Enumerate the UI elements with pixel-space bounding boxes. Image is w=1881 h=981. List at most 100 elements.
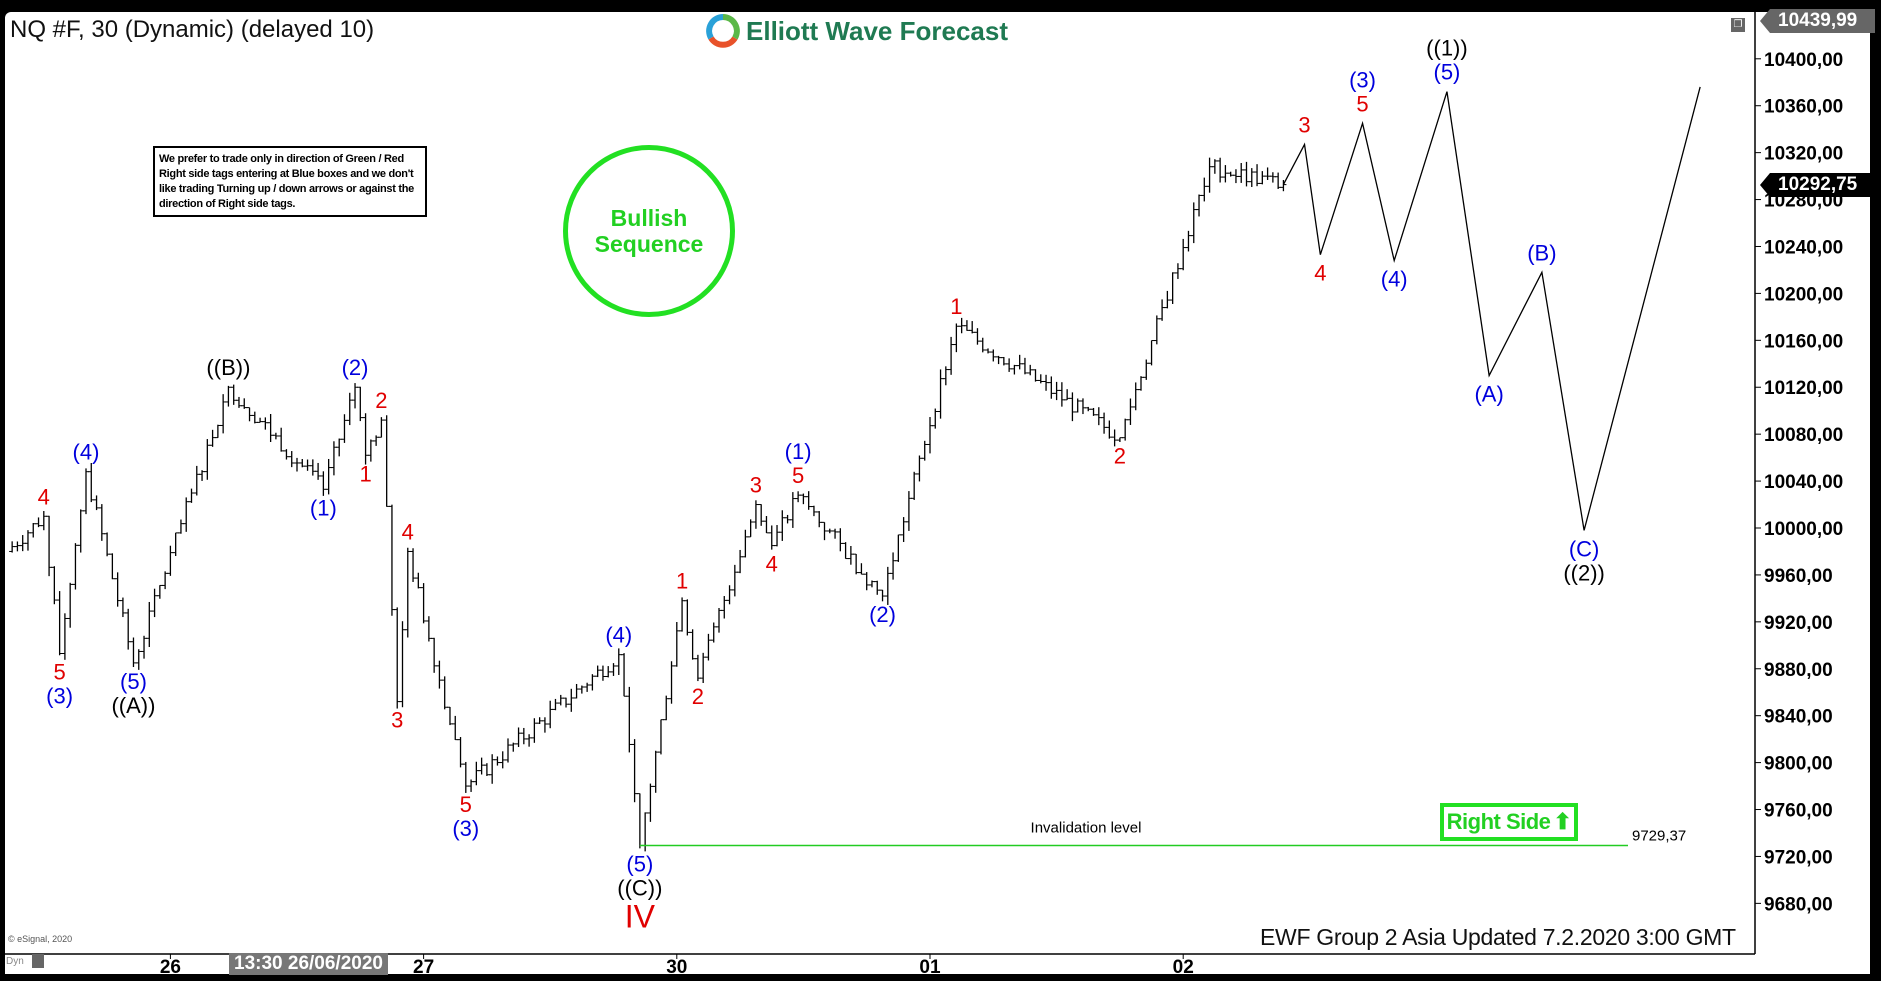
y-tick-label: 10240,00 [1764, 237, 1843, 258]
wave-label: 2 [375, 388, 387, 413]
wave-label: (1) [785, 439, 812, 464]
price-bar [536, 717, 543, 724]
y-tick-label: 9960,00 [1764, 566, 1833, 587]
restore-window-icon[interactable]: ❐ [1731, 18, 1745, 32]
price-bar [589, 674, 596, 691]
price-bar [436, 660, 443, 689]
wave-label: (4) [73, 440, 100, 465]
price-bar [156, 584, 163, 599]
price-bar [367, 439, 374, 462]
logo: Elliott Wave Forecast [706, 14, 1008, 48]
price-bar [636, 793, 643, 849]
wave-label: 2 [1114, 444, 1126, 469]
price-bar [1275, 172, 1282, 189]
price-bar [462, 761, 469, 793]
price-bar [515, 727, 522, 748]
price-bar [927, 417, 933, 454]
price-bar [135, 649, 142, 670]
price-bar [874, 580, 881, 595]
price-bar [847, 546, 854, 565]
price-bar [826, 528, 833, 534]
price-bar [689, 629, 696, 660]
price-bar [552, 698, 559, 711]
price-bar [742, 529, 749, 558]
price-bar [61, 613, 68, 660]
logo-text: Elliott Wave Forecast [746, 15, 1008, 46]
price-bar [1185, 230, 1192, 252]
price-bar [30, 523, 37, 538]
price-bar [605, 666, 612, 678]
wave-label: (3) [46, 684, 73, 709]
chart-area[interactable] [5, 12, 1870, 974]
wave-label: ((C)) [617, 875, 662, 900]
price-bar [410, 548, 417, 582]
price-bar [694, 654, 701, 682]
price-bar [1206, 157, 1213, 193]
right-side-tag: Right Side ⬆ [1440, 803, 1578, 841]
price-bar [1027, 364, 1034, 376]
invalidation-value: 9729,37 [1632, 827, 1686, 844]
price-bar [441, 676, 448, 710]
y-tick-label: 10000,00 [1764, 519, 1843, 540]
price-bar [858, 563, 865, 575]
y-tick-label: 9880,00 [1764, 660, 1833, 681]
chart-title: NQ #F, 30 (Dynamic) (delayed 10) [10, 16, 375, 43]
price-bar [547, 700, 554, 729]
y-tick-label: 9840,00 [1764, 707, 1833, 728]
price-bar [684, 599, 691, 636]
price-bar [431, 637, 438, 673]
price-bar [167, 545, 174, 576]
right-side-label: Right Side [1446, 809, 1551, 834]
price-bar [415, 572, 422, 589]
y-tick-label: 9800,00 [1764, 754, 1833, 775]
y-tick-label: 9760,00 [1764, 801, 1833, 822]
wave-label: (3) [452, 816, 479, 841]
arrow-up-icon: ⬆ [1553, 809, 1572, 834]
price-bar [1180, 238, 1187, 271]
price-bar [262, 417, 269, 430]
x-tick-label: 27 [413, 957, 434, 978]
price-bar [1217, 157, 1224, 183]
price-bar [1053, 381, 1060, 401]
price-bar [800, 493, 807, 505]
price-bar [272, 432, 279, 440]
price-bar [119, 597, 126, 618]
dyn-toggle[interactable] [32, 954, 44, 968]
price-bar [1021, 357, 1028, 375]
price-bar [1196, 194, 1203, 217]
y-tick-label: 10400,00 [1764, 50, 1843, 71]
badge-line2: Sequence [594, 231, 704, 257]
price-bar [1159, 299, 1166, 321]
price-bar [46, 515, 53, 577]
price-bar [394, 607, 401, 709]
price-bar [900, 517, 907, 542]
price-bar [737, 549, 744, 574]
price-bar [1048, 376, 1055, 399]
invalidation-label: Invalidation level [1031, 819, 1142, 836]
price-bar [172, 532, 179, 557]
price-bar [1043, 374, 1050, 391]
wave-label: ((A)) [111, 693, 155, 718]
price-bar [784, 514, 791, 524]
price-bar [315, 462, 322, 480]
price-bar [141, 635, 148, 659]
bullish-sequence-badge: Bullish Sequence [563, 145, 735, 317]
price-bar [895, 534, 902, 562]
y-tick-label: 9680,00 [1764, 894, 1833, 915]
price-bar [1259, 171, 1266, 185]
price-bar [1222, 165, 1229, 183]
price-bar [679, 597, 686, 632]
price-bar [1238, 163, 1245, 183]
price-bar [1169, 272, 1176, 304]
price-bar [1232, 169, 1239, 184]
price-bar [320, 471, 327, 496]
price-bar [294, 457, 300, 472]
price-bar [721, 596, 728, 619]
price-bar [710, 622, 717, 643]
y-tick-label: 10040,00 [1764, 472, 1843, 493]
y-tick-label: 10160,00 [1764, 331, 1843, 352]
price-bar [383, 415, 390, 507]
price-bar [1074, 398, 1081, 413]
price-bar [594, 665, 601, 678]
